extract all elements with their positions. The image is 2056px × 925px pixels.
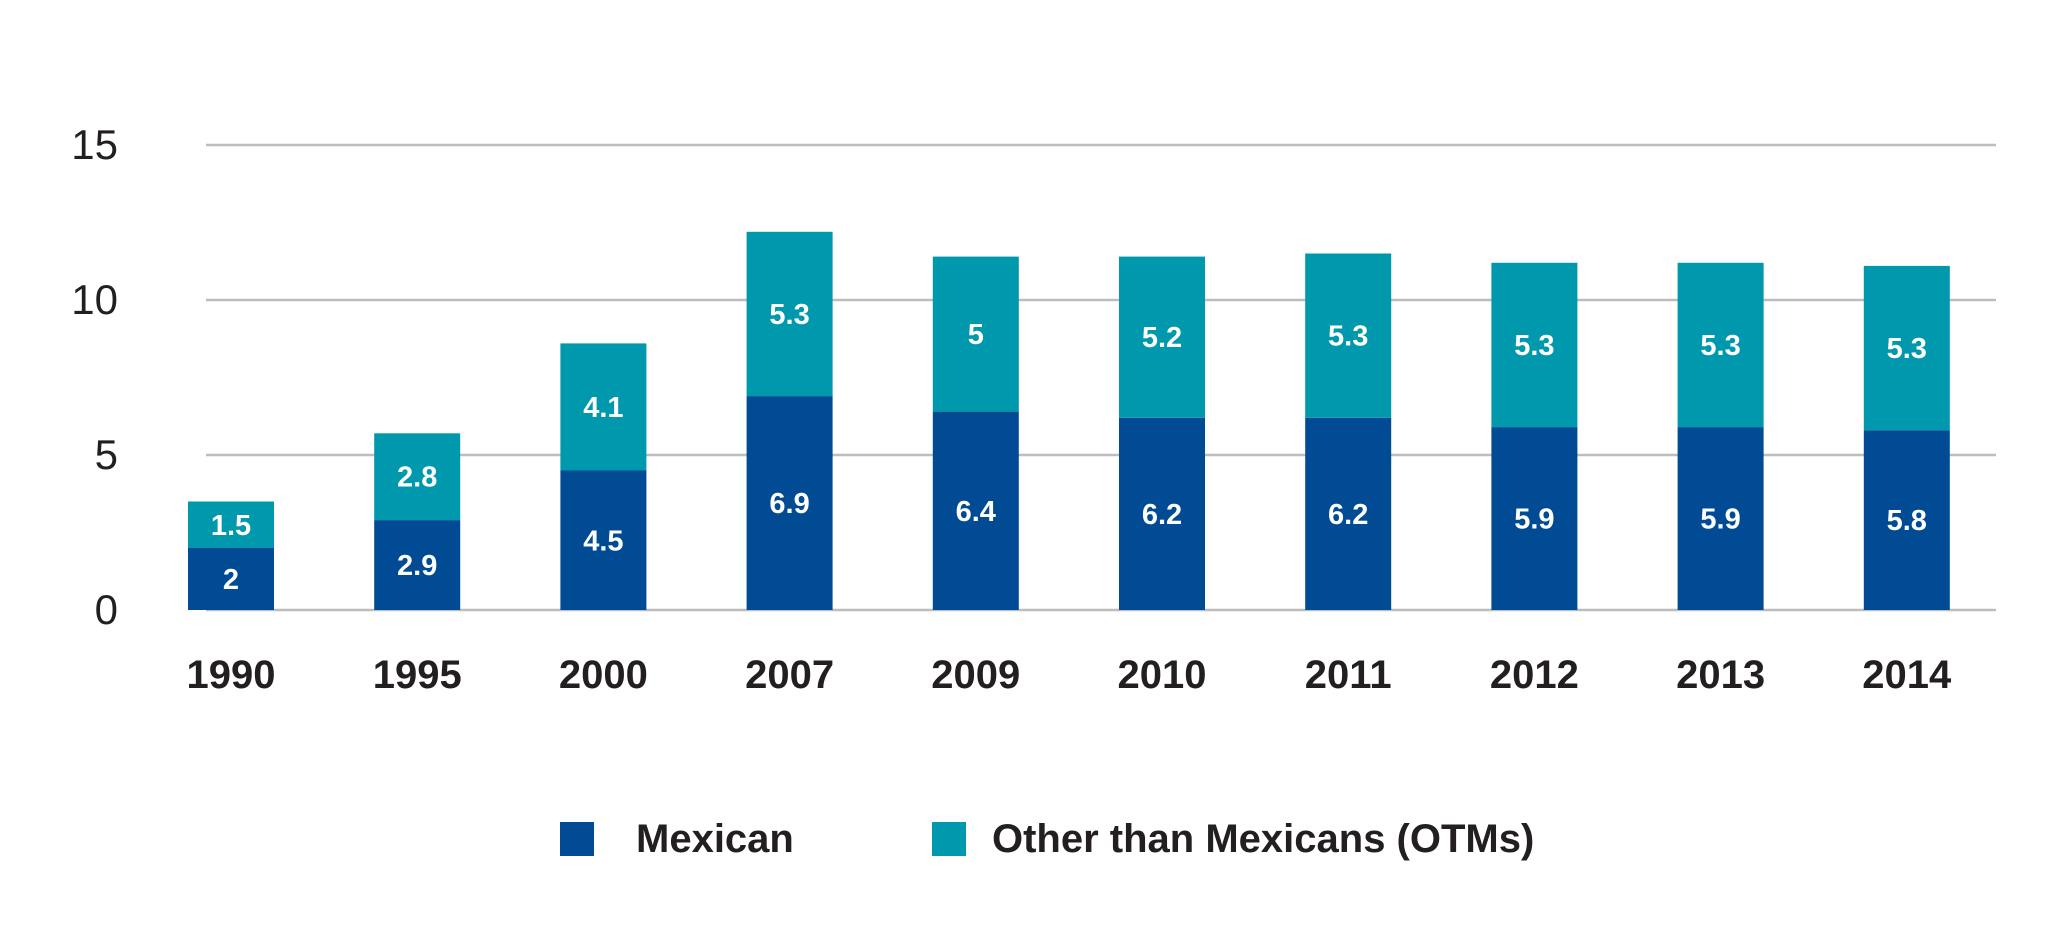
data-label: 2 — [223, 564, 239, 596]
data-label: 6.9 — [769, 488, 809, 520]
x-tick-label: 2011 — [1305, 653, 1392, 697]
bar-segment-mexican — [1491, 427, 1578, 610]
data-label: 5.8 — [1887, 505, 1927, 537]
bar-segment-otm — [1305, 253, 1392, 418]
bars — [188, 231, 1950, 610]
data-label: 4.1 — [583, 392, 623, 424]
bar-segment-otm — [188, 501, 274, 548]
x-tick-label: 2013 — [1676, 653, 1765, 697]
y-tick-label: 10 — [71, 276, 118, 323]
bar-segment-otm — [1119, 256, 1205, 418]
bar-segment-mexican — [188, 548, 274, 610]
bar-segment-mexican — [1119, 417, 1205, 610]
y-tick-label: 5 — [95, 431, 118, 478]
data-label: 5.2 — [1142, 322, 1182, 354]
data-label: 5.9 — [1514, 504, 1554, 536]
bar-segment-mexican — [1305, 417, 1392, 610]
legend-label-otm: Other than Mexicans (OTMs) — [992, 817, 1534, 861]
data-label: 5.3 — [1514, 330, 1554, 362]
x-tick-label: 1990 — [187, 653, 276, 697]
data-label: 2.9 — [397, 550, 437, 582]
legend: Mexican Other than Mexicans (OTMs) — [560, 817, 1534, 861]
bar-segment-otm — [560, 343, 647, 471]
x-tick-label: 2012 — [1490, 653, 1579, 697]
data-label: 5.3 — [769, 299, 809, 331]
bar-segment-otm — [1863, 265, 1950, 431]
bar-segment-otm — [932, 256, 1019, 412]
bar-segment-mexican — [1677, 427, 1764, 610]
bar-segment-mexican — [932, 411, 1019, 610]
y-axis-tick-labels: 0 5 10 15 — [71, 121, 118, 633]
bar-segment-otm — [1491, 262, 1578, 428]
bar-segment-mexican — [746, 396, 833, 610]
y-tick-label: 15 — [71, 121, 118, 168]
legend-swatch-otm — [932, 822, 966, 856]
data-label: 6.4 — [956, 496, 996, 528]
data-labels: 2 1.5 2.9 2.8 4.5 4.1 6.9 5.3 6.4 5 6.2 5.2 6.2 5.3 5.… — [211, 299, 1927, 596]
legend-swatch-mexican — [560, 822, 594, 856]
data-label: 5.3 — [1328, 321, 1368, 353]
data-label: 5.3 — [1700, 330, 1740, 362]
data-label: 2.8 — [397, 462, 437, 494]
y-tick-label: 0 — [95, 586, 118, 633]
x-tick-label: 2007 — [745, 653, 834, 697]
x-tick-label: 1995 — [373, 653, 462, 697]
data-label: 5 — [968, 319, 984, 351]
x-tick-label: 2009 — [931, 653, 1020, 697]
x-tick-label: 2014 — [1862, 653, 1952, 697]
x-tick-label: 2010 — [1118, 653, 1207, 697]
x-tick-label: 2000 — [559, 653, 648, 697]
legend-label-mexican: Mexican — [636, 817, 794, 861]
bar-segment-otm — [374, 433, 461, 521]
x-axis-tick-labels: 1990 1995 2000 2007 2009 2010 2011 2012 2013 2014 — [187, 653, 1953, 697]
data-label: 5.9 — [1700, 504, 1740, 536]
bar-segment-otm — [746, 231, 833, 397]
bar-segment-mexican — [1863, 430, 1950, 610]
bar-segment-mexican — [374, 520, 461, 610]
data-label: 1.5 — [211, 510, 251, 542]
bar-segment-mexican — [560, 470, 647, 610]
bar-segment-otm — [1677, 262, 1764, 428]
data-label: 6.2 — [1142, 499, 1182, 531]
data-label: 5.3 — [1887, 333, 1927, 365]
data-label: 4.5 — [583, 525, 623, 557]
data-label: 6.2 — [1328, 499, 1368, 531]
